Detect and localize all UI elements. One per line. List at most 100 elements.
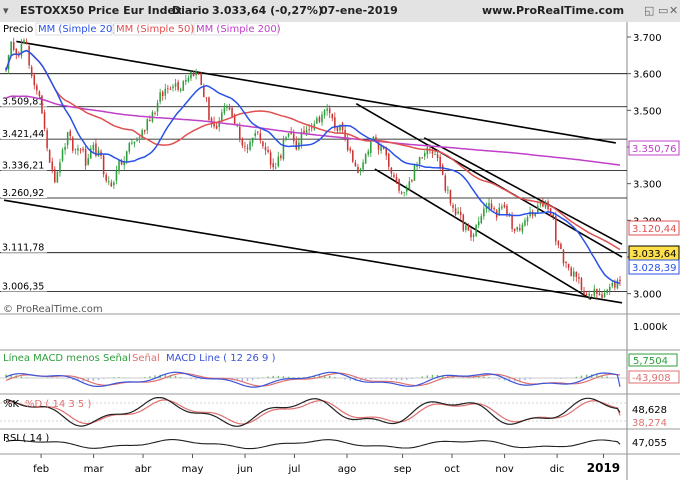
candle-body (267, 149, 269, 153)
price-legend: Precio (3, 24, 33, 35)
candle-body (349, 148, 352, 151)
candle-body (336, 126, 339, 131)
candle-body (603, 293, 606, 297)
candle-body (370, 139, 372, 153)
candle-body (490, 203, 493, 209)
candle-body (411, 180, 413, 182)
candle-body (606, 289, 608, 293)
stoch-d-line (5, 399, 621, 425)
chart-area[interactable]: 3.509,81 3.421,44 3.336,21 3.260,92 3.111,78… (0, 22, 680, 480)
macd-value-histogram: 5,7504 (633, 356, 668, 367)
candle-body (256, 131, 259, 133)
candle-body (300, 132, 303, 145)
candle-body (48, 150, 51, 163)
candle-body (305, 129, 308, 134)
candle-body (534, 213, 536, 216)
candle-body (272, 163, 274, 168)
candle-body (233, 114, 236, 125)
level-label: 3.509,81 (2, 97, 44, 108)
close-icon[interactable]: ✕ (669, 4, 679, 17)
ma200-line (5, 95, 621, 166)
candle-body (72, 137, 74, 151)
ma20-line (5, 49, 621, 285)
candle-body (519, 228, 521, 230)
candle-body (123, 161, 125, 166)
ma50-line (5, 49, 621, 251)
candle-body (164, 88, 167, 96)
zoom-icon[interactable]: ◱ (644, 4, 655, 17)
value-tag-label: 3.033,64 (632, 249, 677, 260)
candle-body (87, 158, 89, 165)
candle-body (90, 148, 92, 159)
candle-body (616, 280, 619, 289)
candle-body (416, 165, 418, 167)
candle-body (77, 148, 79, 151)
candle-body (136, 138, 138, 141)
candle-body (213, 121, 215, 127)
candle-body (241, 138, 244, 146)
candle-body (475, 225, 477, 236)
candle-body (274, 167, 277, 169)
candle-body (354, 162, 357, 167)
candle-body (516, 226, 519, 230)
y-tick-label: 3.300 (633, 180, 662, 191)
candle-body (110, 182, 113, 187)
candle-body (393, 174, 395, 177)
candle-body (79, 149, 82, 151)
x-tick-label: sep (394, 464, 412, 475)
candle-body (483, 208, 485, 217)
candle-body (172, 86, 174, 89)
candle-body (372, 136, 375, 141)
candle-body (310, 127, 313, 129)
site-label: www.ProRealTime.com (482, 4, 625, 17)
x-tick-label: ago (338, 464, 357, 475)
instrument-title: ESTOXX50 Price Eur Index (20, 4, 183, 17)
candle-body (413, 165, 416, 181)
x-tick-label: nov (495, 464, 513, 475)
minimize-icon[interactable]: ▭ (658, 4, 669, 17)
candle-body (156, 102, 159, 112)
candle-body (102, 155, 105, 175)
candle-body (228, 107, 231, 110)
x-tick-label: jun (236, 464, 252, 475)
candle-body (326, 108, 328, 111)
candle-body (459, 211, 462, 216)
candle-body (457, 211, 459, 214)
level-label: 3.421,44 (2, 129, 44, 140)
candle-body (477, 221, 480, 226)
candle-body (382, 147, 385, 149)
candle-body (583, 290, 585, 294)
candle-body (195, 70, 197, 76)
stoch-value-d: 38,274 (632, 418, 667, 429)
candle-body (608, 286, 611, 291)
candle-body (593, 288, 596, 296)
candle-body (462, 214, 465, 231)
collapse-arrow-icon[interactable]: ▾ (3, 4, 9, 17)
candle-body (346, 138, 349, 150)
candle-body (614, 281, 616, 288)
value-tag (628, 140, 680, 156)
candle-body (578, 277, 580, 279)
candle-body (192, 72, 195, 77)
candle-body (190, 71, 192, 79)
candle-body (113, 182, 115, 186)
candle-body (141, 130, 143, 139)
value-tag-label: 3.120,44 (632, 224, 677, 235)
candle-body (565, 261, 567, 264)
candle-body (223, 107, 226, 114)
candle-body (30, 67, 33, 76)
candle-body (46, 130, 48, 149)
candle-body (511, 215, 513, 229)
candle-body (531, 211, 534, 216)
x-tick-label: dic (550, 464, 565, 475)
candle-body (452, 205, 454, 208)
candle-body (131, 142, 133, 144)
candle-body (454, 208, 457, 215)
x-tick-label: oct (444, 464, 460, 475)
candle-body (357, 166, 359, 173)
candle-body (447, 189, 449, 191)
candle-body (493, 208, 495, 210)
candle-body (316, 118, 318, 124)
candle-body (598, 293, 601, 296)
candle-body (611, 282, 614, 287)
